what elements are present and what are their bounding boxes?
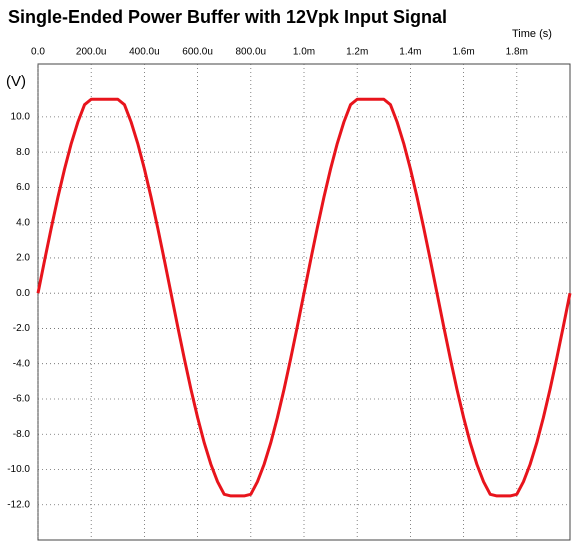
y-axis-label: (V) (6, 73, 26, 90)
y-tick-label: -8.0 (13, 429, 31, 440)
y-tick-label: 0.0 (16, 288, 30, 299)
chart-title: Single-Ended Power Buffer with 12Vpk Inp… (8, 7, 447, 27)
y-tick-label: -6.0 (13, 394, 31, 405)
y-tick-label: 4.0 (16, 217, 30, 228)
y-tick-label: -12.0 (7, 499, 30, 510)
x-tick-label: 1.0m (293, 47, 315, 58)
x-tick-label: 800.0u (236, 47, 267, 58)
y-tick-label: 10.0 (11, 112, 31, 123)
data-line (36, 97, 572, 498)
y-tick-label: 2.0 (16, 253, 30, 264)
y-tick-label: -4.0 (13, 358, 31, 369)
y-tick-label: -2.0 (13, 323, 31, 334)
y-tick-label: 8.0 (16, 147, 30, 158)
x-tick-label: 600.0u (182, 47, 213, 58)
y-tick-label: -10.0 (7, 464, 30, 475)
x-tick-label: 0.0 (31, 47, 45, 58)
x-tick-label: 1.4m (399, 47, 421, 58)
x-tick-label: 1.6m (452, 47, 474, 58)
x-tick-label: 1.8m (506, 47, 528, 58)
x-tick-label: 400.0u (129, 47, 160, 58)
x-tick-label: 1.2m (346, 47, 368, 58)
x-tick-label: 200.0u (76, 47, 107, 58)
x-axis-label: Time (s) (512, 28, 552, 40)
y-tick-label: 6.0 (16, 182, 30, 193)
